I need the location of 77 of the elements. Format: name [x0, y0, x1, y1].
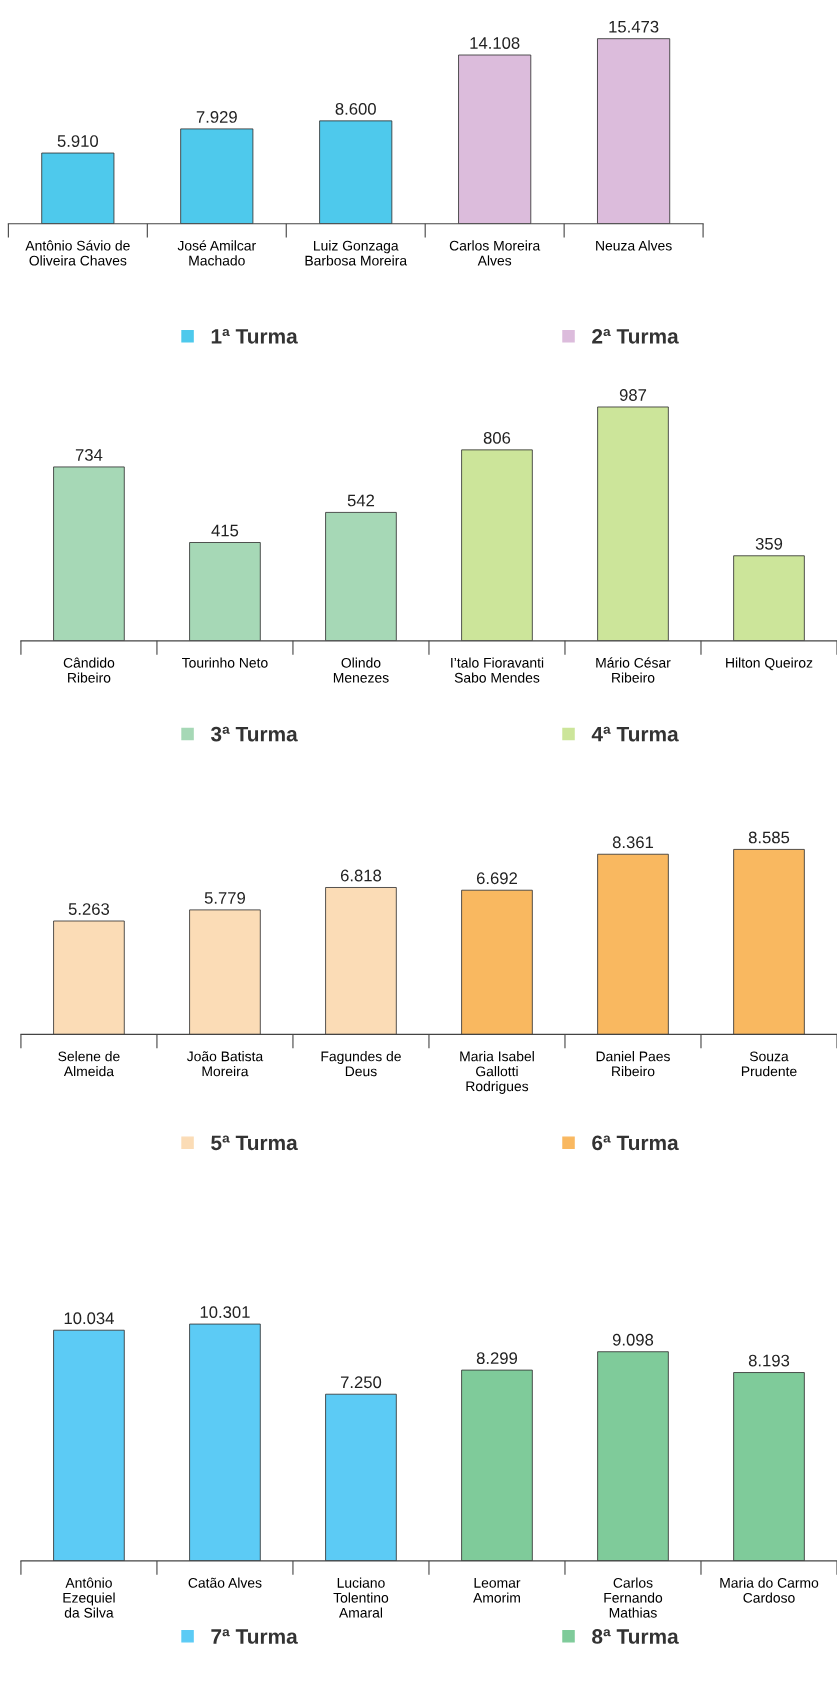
data-label: 5.910: [57, 135, 99, 147]
bar: [458, 54, 532, 224]
legend-label: 1ª Turma: [211, 329, 298, 344]
bar: [733, 555, 805, 641]
data-label: 15.473: [609, 20, 659, 33]
data-label: 8.585: [748, 831, 790, 844]
bar: [461, 449, 533, 641]
bar: [461, 1369, 533, 1561]
legend-label: 7ª Turma: [211, 1629, 298, 1644]
data-label: 7.250: [340, 1376, 382, 1389]
data-label: 6.818: [340, 869, 382, 882]
x-tick-label: I’talo Fioravanti Sabo Mendes: [451, 657, 544, 683]
legend-label: 8ª Turma: [592, 1629, 679, 1644]
bar: [53, 466, 125, 641]
bar: [180, 128, 254, 224]
bar: [189, 909, 261, 1035]
bar: [597, 406, 669, 641]
data-label: 8.361: [612, 836, 654, 849]
data-label: 5.779: [204, 892, 246, 904]
bar: [733, 1372, 805, 1561]
legend-label: 4ª Turma: [591, 726, 679, 742]
bar: [189, 542, 261, 641]
data-label: 8.299: [476, 1352, 518, 1365]
bar: [597, 1351, 669, 1561]
x-tick-label: Carlos Moreira Alves: [449, 240, 541, 266]
x-tick-label: Luiz Gonzaga Barbosa Moreira: [305, 240, 408, 266]
x-tick-label: Antônio Ezequiel da Silva: [63, 1577, 115, 1618]
bar: [325, 887, 397, 1035]
data-label: 5.263: [68, 903, 110, 915]
x-tick-label: Maria Isabel Gallotti Rodrigues: [460, 1051, 534, 1094]
data-label: 9.098: [612, 1333, 654, 1346]
data-label: 14.108: [470, 37, 520, 49]
x-tick-label: Carlos Fernando Mathias: [604, 1577, 663, 1618]
x-tick-label: Catão Alves: [188, 1577, 262, 1588]
x-tick-label: Mário César Ribeiro: [596, 657, 671, 683]
bar: [53, 1329, 125, 1561]
x-tick-label: José Amilcar Machado: [177, 240, 256, 266]
x-tick-label: Antônio Sávio de Oliveira Chaves: [25, 240, 130, 266]
x-tick-label: Luciano Tolentino Amaral: [333, 1577, 389, 1618]
x-tick-label: Maria do Carmo Cardoso: [720, 1577, 819, 1603]
bar: [319, 120, 393, 224]
data-label: 10.301: [200, 1306, 250, 1318]
bar: [53, 920, 125, 1035]
x-tick-label: Olindo Menezes: [333, 657, 389, 683]
bar: [597, 38, 671, 224]
data-label: 7.929: [196, 111, 237, 123]
data-label: 806: [483, 431, 511, 444]
data-label: 8.600: [335, 103, 376, 115]
x-tick-label: Hilton Queiroz: [726, 657, 813, 671]
data-label: 987: [619, 389, 647, 401]
bar: [325, 512, 397, 641]
legend-label: 6ª Turma: [592, 1135, 679, 1151]
data-label: 359: [755, 537, 783, 550]
data-label: 542: [347, 494, 375, 507]
data-label: 10.034: [64, 1312, 114, 1325]
bar: [325, 1393, 397, 1561]
data-label: 734: [75, 449, 103, 461]
data-label: 415: [211, 524, 239, 537]
bar: [189, 1323, 261, 1561]
legend-label: 2ª Turma: [592, 328, 679, 344]
legend-label: 3ª Turma: [210, 726, 298, 742]
x-tick-label: Daniel Paes Ribeiro: [596, 1051, 670, 1077]
bar: [461, 889, 533, 1035]
x-tick-label: Neuza Alves: [596, 240, 672, 251]
x-tick-label: Souza Prudente: [741, 1051, 797, 1077]
bar: [597, 853, 669, 1035]
x-tick-label: Selene de Almeida: [58, 1051, 120, 1077]
x-tick-label: Leomar Amorim: [473, 1578, 521, 1603]
data-label: 6.692: [476, 872, 517, 885]
bar: [41, 152, 115, 224]
bar: [733, 848, 805, 1035]
data-label: 8.193: [748, 1354, 790, 1367]
x-tick-label: Fagundes de Deus: [321, 1051, 401, 1077]
legend-label: 5ª Turma: [211, 1135, 298, 1151]
x-tick-label: João Batista Moreira: [186, 1051, 264, 1077]
x-tick-label: Cândido Ribeiro: [63, 657, 115, 683]
x-tick-label: Tourinho Neto: [182, 657, 268, 668]
